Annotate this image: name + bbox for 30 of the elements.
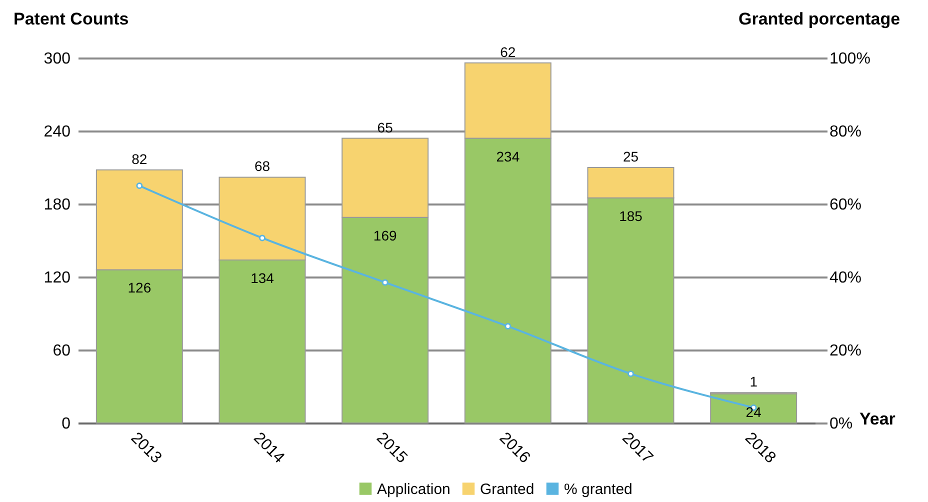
y2-tick-label: 80% xyxy=(830,124,862,140)
data-label: 126 xyxy=(128,280,152,296)
y-tick-label: 60 xyxy=(52,342,71,360)
y-tick-label: 180 xyxy=(44,196,71,214)
y-tick-label: 0 xyxy=(62,416,71,432)
data-label: 169 xyxy=(373,227,397,244)
data-label: 68 xyxy=(254,158,270,174)
y2-tick-label: 60% xyxy=(830,196,862,214)
y2-tick-label: 0% xyxy=(830,416,853,432)
data-label: 24 xyxy=(746,404,762,420)
legend-label: Granted xyxy=(480,480,534,498)
data-label: 65 xyxy=(377,119,394,136)
y2-tick-label: 100% xyxy=(830,50,870,68)
data-label: 62 xyxy=(500,44,516,60)
y2-tick-label: 20% xyxy=(830,342,862,360)
data-label: 1 xyxy=(750,374,758,390)
y-axis-title: Patent Counts xyxy=(14,10,129,28)
x-axis-title: Year xyxy=(860,410,896,428)
y-tick-label: 300 xyxy=(44,50,71,68)
y-tick-label: 120 xyxy=(44,270,71,286)
y2-axis-title: Granted porcentage xyxy=(738,10,900,28)
data-label: 134 xyxy=(250,270,274,286)
y2-tick-label: 40% xyxy=(830,270,862,286)
legend-label: Application xyxy=(377,480,450,498)
data-label: 25 xyxy=(622,148,639,164)
y-tick-label: 240 xyxy=(44,124,71,140)
data-label: 82 xyxy=(132,150,148,167)
legend-label: % granted xyxy=(564,480,632,498)
data-label: 185 xyxy=(619,208,643,224)
data-label: 234 xyxy=(496,148,520,164)
